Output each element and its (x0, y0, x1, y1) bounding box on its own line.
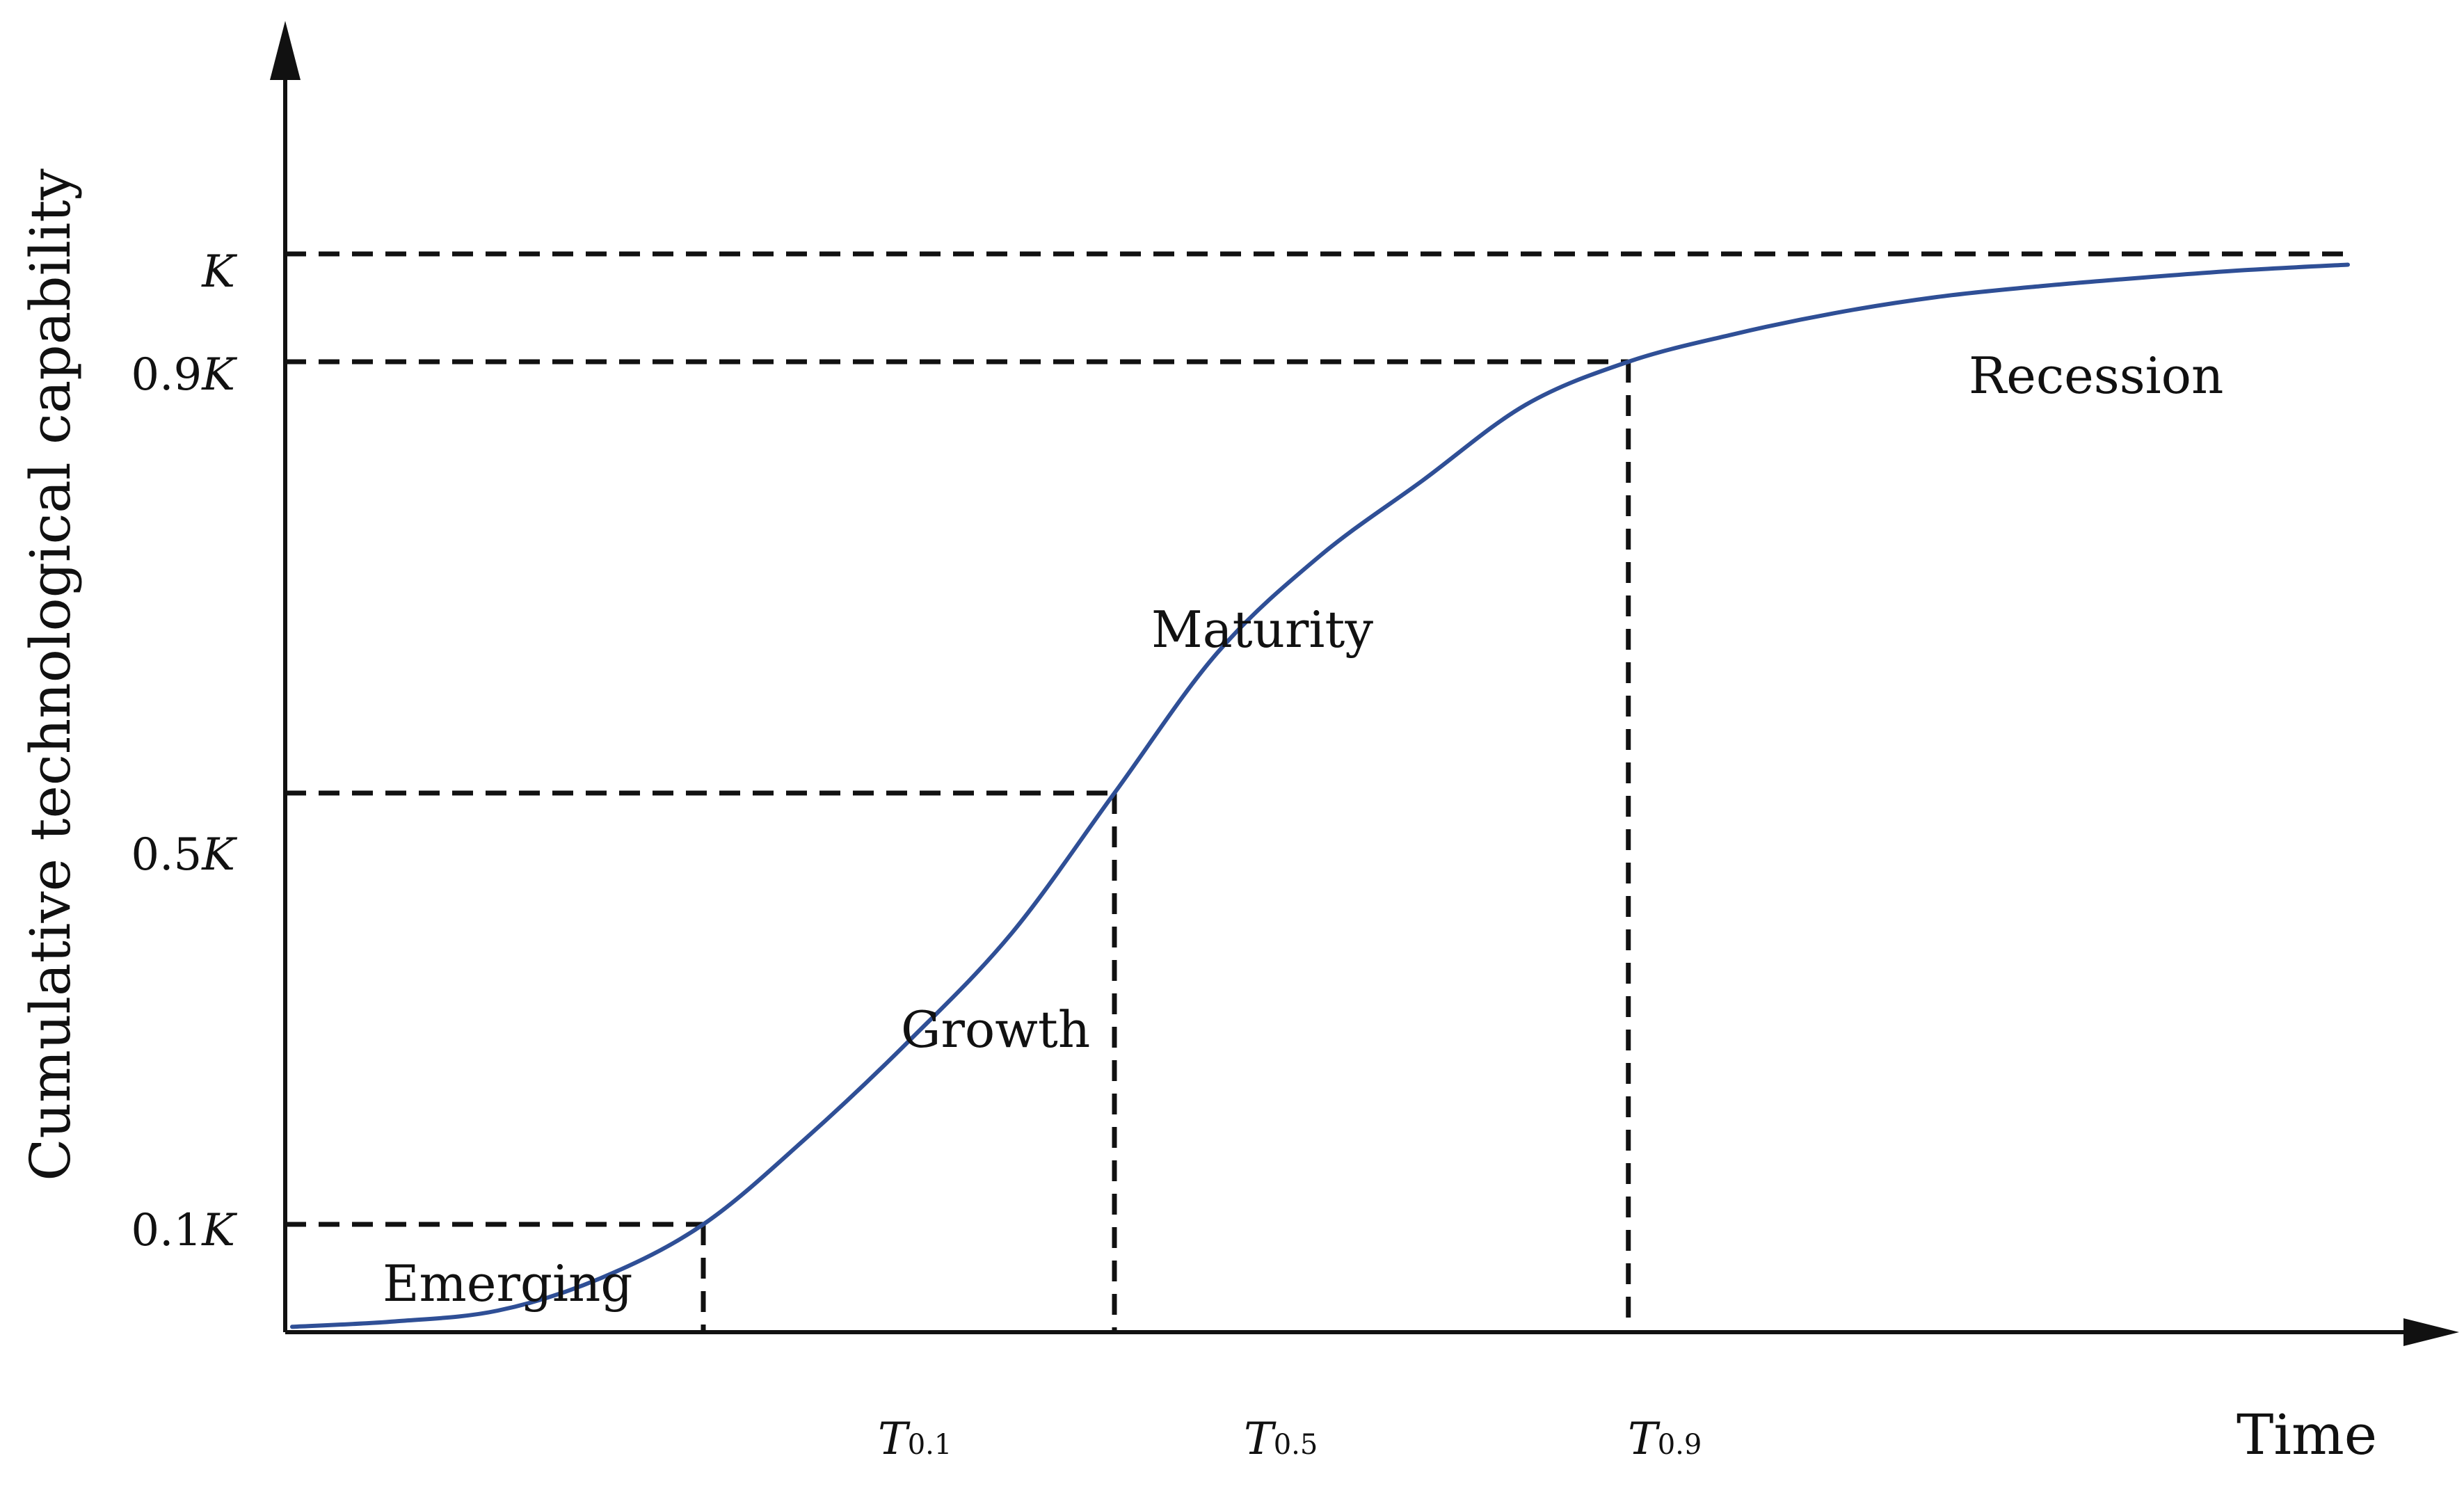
s-curve-line (290, 262, 2350, 1329)
phase-label-growth: Growth (901, 1000, 1090, 1059)
phase-label-maturity: Maturity (1151, 600, 1373, 659)
y-tick-label-0-9k: 0.9K (131, 349, 237, 401)
y-tick-label-0-5k: 0.5K (131, 829, 237, 881)
x-axis-title: Time (2237, 1402, 2377, 1467)
reference-lines (285, 251, 2348, 1332)
phase-label-emerging: Emerging (383, 1254, 632, 1313)
y-axis-arrowhead (270, 21, 301, 80)
x-tick-label-t0-9: T0.9 (1628, 1414, 1702, 1465)
phase-label-recession: Recession (1969, 346, 2223, 405)
y-tick-label-k: K (201, 246, 237, 298)
x-tick-label-t0-5: T0.5 (1244, 1414, 1318, 1465)
x-axis-arrowhead (2403, 1318, 2459, 1346)
x-tick-label-t0-1: T0.1 (878, 1414, 952, 1465)
y-tick-label-0-1k: 0.1K (131, 1205, 237, 1256)
y-axis-title: Cumulative technological capability (18, 168, 83, 1181)
